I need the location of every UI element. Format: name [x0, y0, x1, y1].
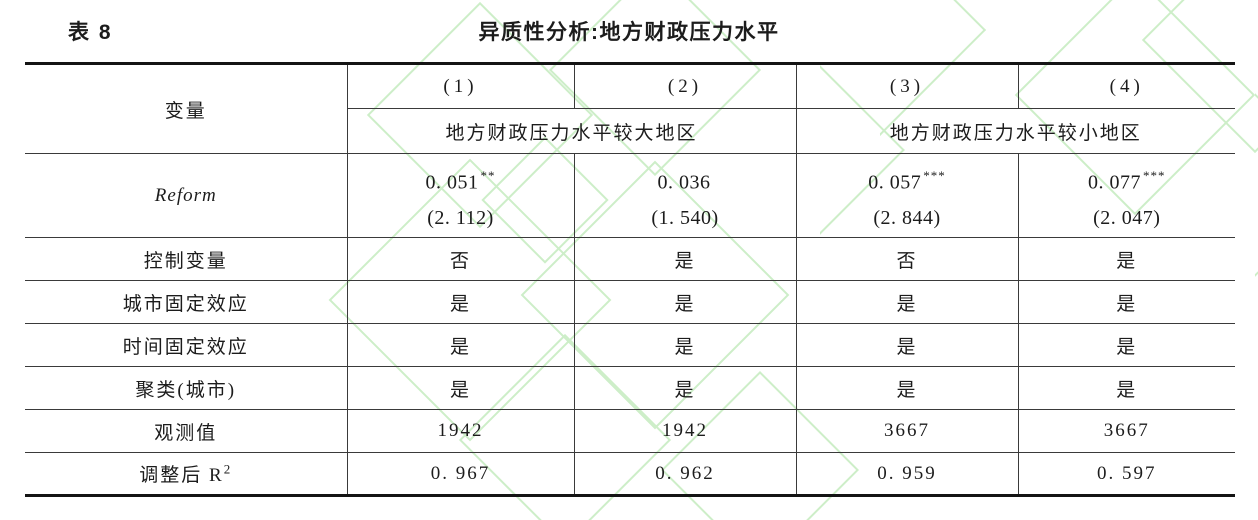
significance-stars: ***: [923, 168, 946, 184]
t-statistic: (1. 540): [651, 206, 719, 229]
reform-cell-4: 0. 077 *** (2. 047): [1017, 153, 1235, 238]
t-statistic: (2. 047): [1093, 206, 1161, 229]
cell-value: 1942: [346, 409, 575, 453]
coefficient: 0. 057: [868, 171, 922, 194]
cell-value: 是: [795, 280, 1019, 324]
t-statistic: (2. 112): [427, 206, 494, 229]
t-statistic: (2. 844): [873, 206, 941, 229]
cell-value: 是: [1017, 237, 1235, 281]
cell-value: 是: [573, 366, 797, 410]
header-row-columns: 变量 (1) (2) (3) (4): [25, 63, 1235, 154]
cell-value: 0. 962: [573, 452, 797, 496]
cell-value: 是: [795, 366, 1019, 410]
row-label: 城市固定效应: [25, 280, 348, 324]
cell-value: 0. 959: [795, 452, 1019, 496]
table-row-observations: 观测值 1942 1942 3667 3667: [25, 409, 1235, 453]
cell-value: 是: [1017, 366, 1235, 410]
coefficient: 0. 077: [1088, 171, 1141, 194]
superscript-2: 2: [223, 461, 233, 477]
table-row-time-fe: 时间固定效应 是 是 是 是: [25, 323, 1235, 367]
cell-value: 是: [573, 237, 797, 281]
row-label: 观测值: [25, 409, 348, 453]
col-header-2: (2): [573, 63, 797, 109]
cell-value: 是: [1017, 280, 1235, 324]
reform-cell-1: 0. 051 ** (2. 112): [346, 153, 575, 238]
cell-value: 3667: [795, 409, 1019, 453]
coefficient: 0. 051: [425, 171, 479, 194]
table-number: 表 8: [68, 21, 113, 44]
cell-value: 是: [346, 323, 575, 367]
col-header-4: (4): [1017, 63, 1235, 109]
reform-cell-2: 0. 036 (1. 540): [573, 153, 797, 238]
cell-value: 1942: [573, 409, 797, 453]
significance-stars: ***: [1143, 168, 1166, 184]
row-label: 调整后 R2: [25, 452, 348, 496]
variable-header-cell: 变量: [25, 63, 348, 154]
cell-value: 是: [346, 280, 575, 324]
header-row-groups: 地方财政压力水平较大地区 地方财政压力水平较小地区: [25, 108, 1235, 154]
table-caption: 表 8 异质性分析:地方财政压力水平: [0, 12, 1258, 46]
cell-value: 0. 967: [346, 452, 575, 496]
group-header-high-pressure: 地方财政压力水平较大地区: [347, 108, 797, 154]
significance-stars: **: [480, 168, 496, 184]
cell-value: 是: [573, 280, 797, 324]
table-title: 异质性分析:地方财政压力水平: [478, 21, 780, 44]
row-label: 时间固定效应: [25, 323, 348, 367]
group-header-low-pressure: 地方财政压力水平较小地区: [795, 108, 1235, 154]
row-label-text: 调整后 R: [139, 465, 224, 486]
reform-cell-3: 0. 057 *** (2. 844): [795, 153, 1019, 238]
col-header-3: (3): [795, 63, 1019, 109]
cell-value: 是: [346, 366, 575, 410]
table-row-cluster: 聚类(城市) 是 是 是 是: [25, 366, 1235, 410]
table-row-adj-r2: 调整后 R2 0. 967 0. 962 0. 959 0. 597: [25, 452, 1235, 496]
cell-value: 是: [795, 323, 1019, 367]
cell-value: 是: [1017, 323, 1235, 367]
reform-row: Reform 0. 051 ** (2. 112) 0. 036 (1. 540)…: [25, 153, 1235, 238]
table-row-city-fe: 城市固定效应 是 是 是 是: [25, 280, 1235, 324]
cell-value: 0. 597: [1017, 452, 1235, 496]
table-row-controls: 控制变量 否 是 否 是: [25, 237, 1235, 281]
reform-row-label: Reform: [25, 153, 348, 238]
cell-value: 否: [346, 237, 575, 281]
coefficient: 0. 036: [657, 171, 711, 194]
col-header-1: (1): [346, 63, 575, 109]
cell-value: 否: [795, 237, 1019, 281]
cell-value: 是: [573, 323, 797, 367]
row-label: 聚类(城市): [25, 366, 348, 410]
cell-value: 3667: [1017, 409, 1235, 453]
row-label: 控制变量: [25, 237, 348, 281]
regression-table: 变量 (1) (2) (3) (4) 地方财政压力水平较大地区 地方财政压力水平…: [25, 62, 1235, 497]
